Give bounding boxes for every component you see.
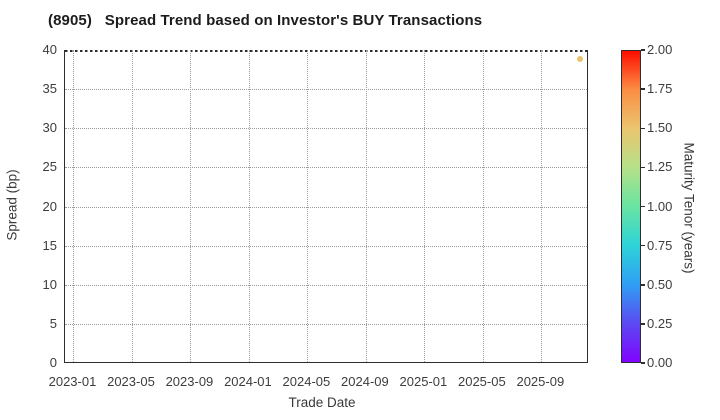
x-axis-label: Trade Date <box>288 395 356 410</box>
plot-area <box>64 50 588 363</box>
v-gridline <box>541 50 543 362</box>
colorbar-tick <box>641 323 645 325</box>
v-gridline <box>307 50 309 362</box>
colorbar-tick <box>641 284 645 286</box>
x-tick-label: 2023-01 <box>48 374 97 389</box>
colorbar-tick-label: 1.50 <box>647 120 673 136</box>
colorbar-tick <box>641 205 645 208</box>
colorbar-tick <box>641 49 645 51</box>
chart-title: (8905) Spread Trend based on Investor's … <box>48 12 483 29</box>
x-tick-label: 2023-05 <box>107 374 155 389</box>
y-tick-label: 15 <box>42 237 57 253</box>
x-tick-label: 2025-01 <box>399 374 448 389</box>
y-tick-label: 30 <box>42 120 57 136</box>
colorbar-label: Maturity Tenor (years) <box>681 142 697 274</box>
v-gridline <box>73 50 75 362</box>
x-tick-label: 2024-09 <box>341 374 389 389</box>
data-point <box>576 55 583 62</box>
x-tick-label: 2025-09 <box>516 374 565 389</box>
v-gridline <box>482 50 484 362</box>
h-gridline <box>65 284 587 286</box>
colorbar-tick-label: 1.25 <box>647 159 673 175</box>
y-tick-label: 0 <box>49 355 57 370</box>
colorbar-tick <box>641 166 645 169</box>
h-gridline <box>65 206 587 208</box>
colorbar-tick-label: 0.25 <box>647 315 673 331</box>
y-tick-label: 40 <box>42 42 57 57</box>
colorbar-tick-label: 1.75 <box>647 81 673 97</box>
plot-top-spine <box>65 50 587 52</box>
colorbar-tick-label: 2.00 <box>647 42 673 57</box>
x-tick-label: 2024-01 <box>224 374 272 389</box>
colorbar-tick <box>641 127 645 129</box>
v-gridline <box>131 50 133 362</box>
y-tick-label: 25 <box>42 159 57 175</box>
v-gridline <box>248 50 250 362</box>
colorbar-tick <box>641 362 645 364</box>
colorbar-tick <box>641 244 645 247</box>
h-gridline <box>65 245 587 247</box>
colorbar-tick-label: 0.00 <box>647 355 673 370</box>
v-gridline <box>365 50 367 362</box>
colorbar <box>621 50 641 363</box>
colorbar-tick-label: 1.00 <box>647 198 673 214</box>
colorbar-tick <box>641 88 645 90</box>
y-tick-label: 35 <box>42 81 57 97</box>
v-gridline <box>190 50 192 362</box>
y-tick-label: 20 <box>42 198 57 214</box>
v-gridline <box>424 50 426 362</box>
colorbar-tick-label: 0.75 <box>647 237 673 253</box>
h-gridline <box>65 167 587 169</box>
colorbar-tick-label: 0.50 <box>647 276 673 292</box>
h-gridline <box>65 323 587 325</box>
h-gridline <box>65 128 587 130</box>
x-tick-label: 2023-09 <box>165 374 214 389</box>
h-gridline <box>65 89 587 91</box>
y-tick-label: 5 <box>49 315 57 331</box>
x-tick-label: 2025-05 <box>457 374 506 389</box>
x-tick-label: 2024-05 <box>282 374 331 389</box>
y-tick-label: 10 <box>42 276 57 292</box>
